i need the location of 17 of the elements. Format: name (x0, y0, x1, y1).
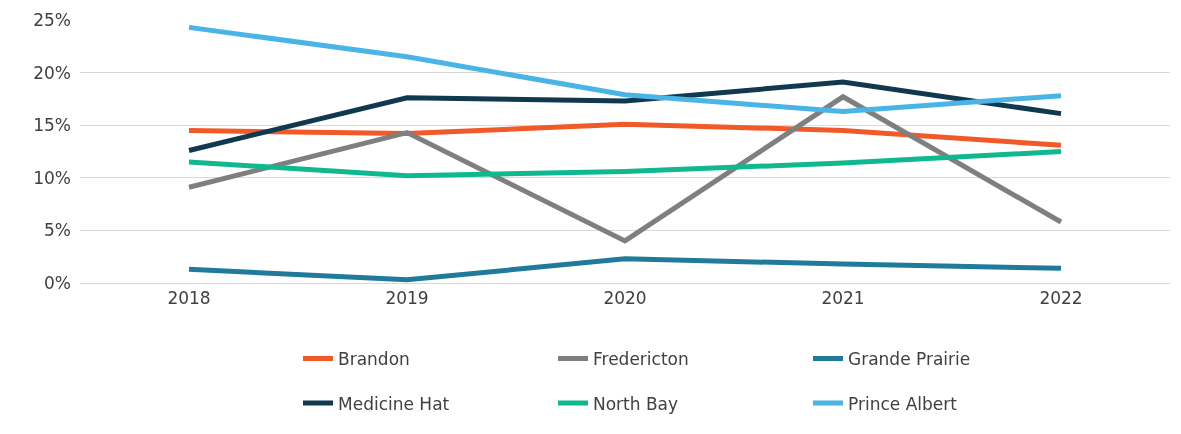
x-tick-label: 2020 (603, 288, 647, 309)
legend-label: Brandon (338, 349, 410, 370)
legend-label: Prince Albert (848, 393, 958, 414)
x-tick-label: 2018 (167, 288, 211, 309)
x-tick-label: 2021 (821, 288, 865, 309)
y-tick-label: 5% (44, 220, 71, 241)
legend-label: Medicine Hat (338, 393, 450, 414)
y-tick-label: 15% (33, 115, 71, 136)
y-tick-label: 10% (33, 167, 71, 188)
y-tick-label: 25% (33, 9, 71, 30)
legend-label: North Bay (593, 393, 679, 414)
y-tick-label: 0% (44, 272, 71, 293)
y-tick-label: 20% (33, 62, 71, 83)
x-tick-label: 2019 (385, 288, 429, 309)
legend-label: Fredericton (593, 349, 689, 370)
x-tick-label: 2022 (1039, 288, 1083, 309)
legend-label: Grande Prairie (848, 349, 971, 370)
